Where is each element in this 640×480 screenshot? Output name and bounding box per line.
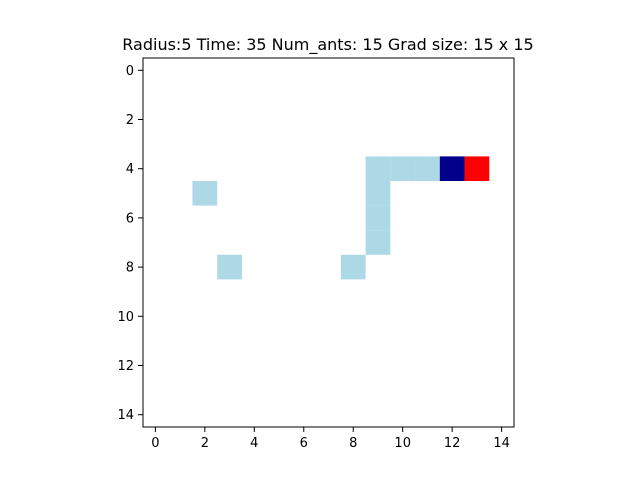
y-tick-label: 6 — [126, 211, 134, 226]
y-tick-label: 14 — [117, 408, 134, 423]
y-tick-label: 4 — [126, 162, 134, 177]
cell-trail — [365, 156, 391, 181]
x-tick-label: 2 — [201, 436, 209, 451]
y-tick-label: 12 — [117, 359, 134, 374]
cell-trail — [217, 254, 242, 280]
x-tick-label: 8 — [349, 436, 357, 451]
cell-ant — [439, 156, 465, 181]
cell-trail — [365, 181, 391, 206]
x-tick-label: 6 — [300, 436, 308, 451]
x-tick-label: 14 — [493, 436, 510, 451]
cell-trail — [390, 156, 416, 181]
y-tick-label: 0 — [126, 64, 134, 79]
x-tick-label: 10 — [394, 436, 411, 451]
y-tick-label: 8 — [126, 261, 134, 276]
cell-trail — [340, 254, 366, 280]
cell-trail — [365, 230, 391, 255]
cell-trail — [415, 156, 440, 181]
plot-area — [142, 57, 515, 428]
x-tick-label: 0 — [151, 436, 159, 451]
y-axis: 0 2 4 6 8 10 12 14 — [117, 64, 143, 423]
axes-frame — [142, 57, 515, 428]
cell-trail — [365, 205, 391, 231]
y-tick-label: 10 — [117, 310, 134, 325]
cell-target — [464, 156, 490, 181]
x-tick-label: 4 — [250, 436, 258, 451]
chart-title: Radius:5 Time: 35 Num_ants: 15 Grad size… — [122, 35, 533, 55]
cell-trail — [192, 181, 218, 206]
y-tick-label: 2 — [126, 113, 134, 128]
cells-layer — [192, 156, 490, 280]
axes-background — [143, 58, 514, 427]
x-tick-label: 12 — [444, 436, 461, 451]
x-axis: 0 2 4 6 8 10 12 14 — [151, 427, 510, 451]
